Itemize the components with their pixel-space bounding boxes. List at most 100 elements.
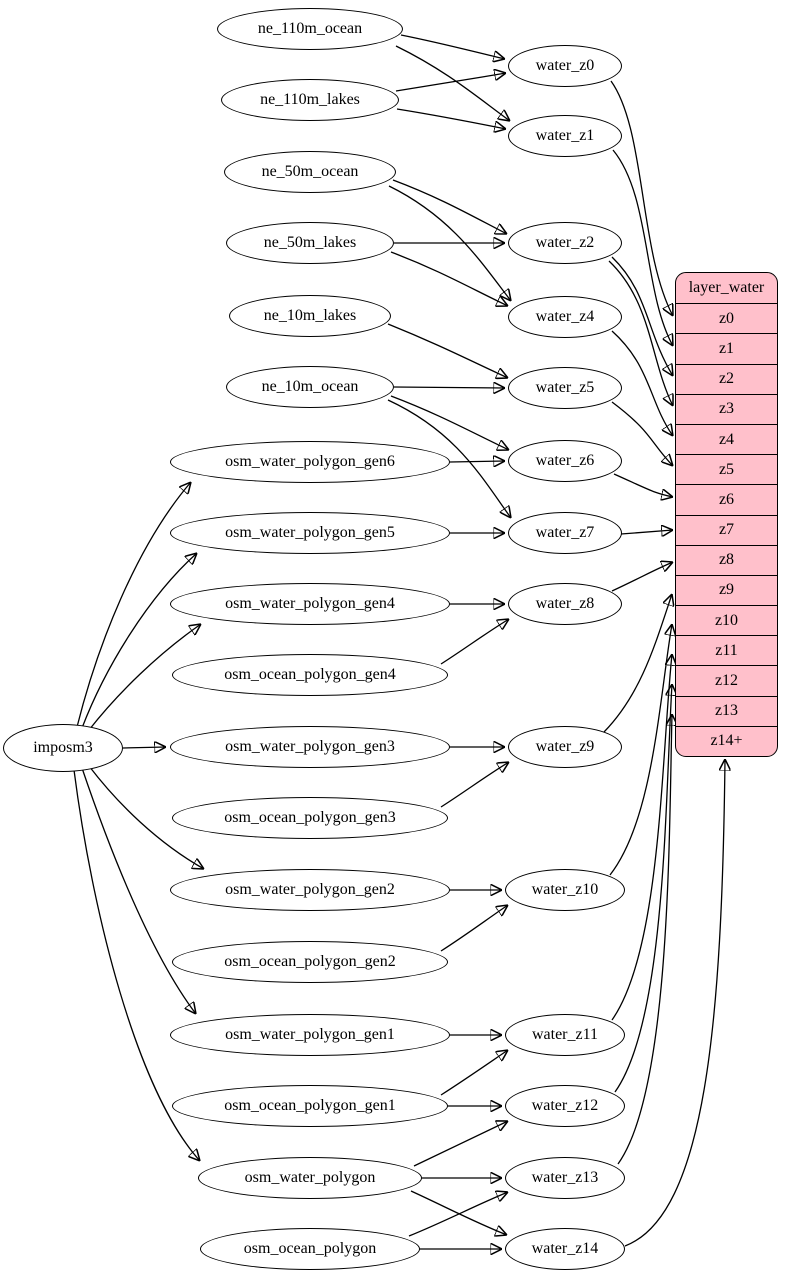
node-osm-water-polygon-gen4: osm_water_polygon_gen4 (170, 583, 450, 625)
node-label: osm_water_polygon_gen3 (225, 738, 395, 755)
edge-imposm3-gen1 (81, 767, 196, 1014)
record-row-z1: z1 (676, 333, 777, 363)
edge-water-z1-row-z1 (612, 149, 673, 346)
edge-water-polygon-water-z12 (413, 1121, 508, 1167)
node-ne-110m-ocean: ne_110m_ocean (217, 8, 403, 50)
edge-ne-110m-ocean-water-z0 (400, 34, 505, 59)
edge-imposm3-gen2 (88, 765, 204, 869)
edge-ne-50m-ocean-water-z2 (392, 179, 507, 234)
record-row-z3: z3 (676, 393, 777, 424)
edge-water-z5-row-z5 (611, 401, 673, 466)
node-label: osm_water_polygon_gen2 (225, 881, 395, 898)
node-label: ne_10m_ocean (261, 378, 359, 395)
node-water-z12: water_z12 (505, 1085, 625, 1127)
node-label: water_z11 (531, 1026, 599, 1043)
record-row-z5: z5 (676, 454, 777, 484)
edge-ocean-gen1-water-z11 (440, 1050, 508, 1096)
node-ne-50m-ocean: ne_50m_ocean (224, 151, 396, 193)
node-label: ne_10m_lakes (263, 307, 357, 324)
edge-water-z6-row-z6 (613, 473, 673, 497)
node-water-z0: water_z0 (508, 45, 622, 87)
node-label: osm_ocean_polygon_gen2 (224, 953, 396, 970)
node-water-z11: water_z11 (505, 1014, 625, 1056)
node-osm-ocean-polygon-gen2: osm_ocean_polygon_gen2 (172, 941, 448, 983)
record-row-z6: z6 (676, 484, 777, 514)
node-label: osm_ocean_polygon (243, 1240, 377, 1257)
edge-imposm3-gen5 (81, 553, 197, 729)
node-label: water_z8 (535, 595, 595, 612)
record-row-z13: z13 (676, 695, 777, 726)
node-osm-ocean-polygon-gen3: osm_ocean_polygon_gen3 (172, 797, 448, 839)
edge-imposm3-gen6 (76, 482, 191, 728)
node-water-z4: water_z4 (508, 296, 622, 338)
node-osm-water-polygon-gen6: osm_water_polygon_gen6 (170, 441, 450, 483)
record-title: layer_water (688, 279, 765, 297)
edge-water-z0-row-z0 (610, 80, 673, 316)
node-label: ne_50m_lakes (263, 234, 357, 251)
node-label: imposm3 (33, 739, 93, 756)
node-osm-water-polygon: osm_water_polygon (198, 1157, 422, 1199)
edge-gen6-water-z6 (449, 461, 505, 462)
record-row-z12: z12 (676, 665, 777, 695)
edge-water-z12-row-z12 (614, 684, 672, 1093)
edge-ne-50m-lakes-water-z4 (390, 251, 508, 306)
edge-imposm3-water-polygon (73, 769, 200, 1161)
edge-imposm3-gen3 (122, 747, 166, 748)
record-row-z11: z11 (676, 635, 777, 665)
edge-water-z11-row-z11 (611, 654, 672, 1021)
node-water-z13: water_z13 (505, 1157, 625, 1199)
edge-water-z4-row-z4 (611, 330, 673, 436)
node-label: water_z0 (535, 57, 595, 74)
node-water-z5: water_z5 (508, 367, 622, 409)
edge-water-z7-row-z7 (620, 530, 673, 534)
node-label: water_z7 (535, 524, 595, 541)
edge-group (73, 34, 725, 1249)
node-water-z10: water_z10 (505, 869, 625, 911)
node-label: osm_ocean_polygon_gen1 (224, 1097, 396, 1114)
node-label: ne_50m_ocean (261, 163, 359, 180)
record-row-z10: z10 (676, 605, 777, 635)
node-label: osm_water_polygon_gen6 (225, 453, 395, 470)
node-label: water_z9 (535, 738, 595, 755)
record-row-z9: z9 (676, 574, 777, 605)
edge-ne-50m-ocean-water-z4 (388, 185, 511, 301)
node-water-z7: water_z7 (508, 512, 622, 554)
node-imposm3: imposm3 (3, 724, 123, 772)
edge-ocean-polygon-water-z13 (408, 1192, 508, 1237)
edge-water-z8-row-z8 (611, 562, 673, 592)
record-row-z2: z2 (676, 363, 777, 394)
node-label: water_z2 (535, 234, 595, 251)
record-row-z4: z4 (676, 423, 777, 454)
edge-ne-10m-ocean-water-z6 (390, 395, 509, 450)
record-row-z0: z0 (676, 303, 777, 333)
node-osm-water-polygon-gen1: osm_water_polygon_gen1 (170, 1014, 450, 1056)
node-ne-10m-ocean: ne_10m_ocean (226, 366, 394, 408)
edge-ocean-gen4-water-z8 (440, 619, 509, 665)
edge-water-z9-row-z9 (603, 594, 672, 733)
node-water-z9: water_z9 (508, 726, 622, 768)
edge-water-z2-row-z2 (611, 256, 673, 376)
node-water-z14: water_z14 (505, 1228, 625, 1270)
node-osm-ocean-polygon-gen1: osm_ocean_polygon_gen1 (172, 1085, 448, 1127)
edge-water-z13-row-z13 (617, 714, 672, 1165)
edge-water-z2-row-z3 (608, 260, 673, 406)
node-label: water_z10 (531, 881, 599, 898)
node-label: water_z12 (531, 1097, 599, 1114)
node-osm-ocean-polygon-gen4: osm_ocean_polygon_gen4 (172, 654, 448, 696)
edge-ne-10m-ocean-water-z5 (393, 387, 505, 388)
node-label: osm_ocean_polygon_gen4 (224, 666, 396, 683)
node-label: osm_ocean_polygon_gen3 (224, 809, 396, 826)
node-osm-water-polygon-gen3: osm_water_polygon_gen3 (170, 726, 450, 768)
node-label: water_z5 (535, 379, 595, 396)
edge-imposm3-gen4 (88, 624, 201, 731)
node-label: ne_110m_lakes (260, 91, 360, 108)
node-ne-10m-lakes: ne_10m_lakes (229, 295, 391, 337)
node-label: osm_water_polygon (244, 1169, 376, 1186)
layer-water-record: layer_water z0 z1 z2 z3 z4 z5 z6 z7 z8 z… (675, 272, 778, 757)
node-label: ne_110m_ocean (257, 20, 363, 37)
edge-ne-110m-ocean-water-z1 (395, 45, 510, 121)
node-label: water_z6 (535, 452, 595, 469)
node-label: water_z1 (535, 127, 595, 144)
